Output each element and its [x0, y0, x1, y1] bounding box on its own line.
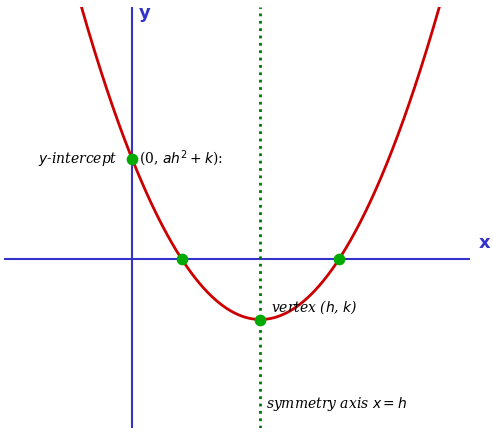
Point: [335, 256, 343, 263]
Point: [178, 256, 186, 263]
Text: y: y: [139, 3, 151, 22]
Point: [128, 156, 136, 163]
Text: (0, $ah^2 + k$):: (0, $ah^2 + k$):: [139, 149, 223, 169]
Text: x: x: [479, 234, 491, 252]
Text: symmetry axis $x = h$: symmetry axis $x = h$: [266, 395, 407, 413]
Text: $y$-intercept: $y$-intercept: [38, 150, 118, 168]
Point: [256, 316, 264, 323]
Text: vertex ($h$, $k$): vertex ($h$, $k$): [271, 299, 357, 317]
